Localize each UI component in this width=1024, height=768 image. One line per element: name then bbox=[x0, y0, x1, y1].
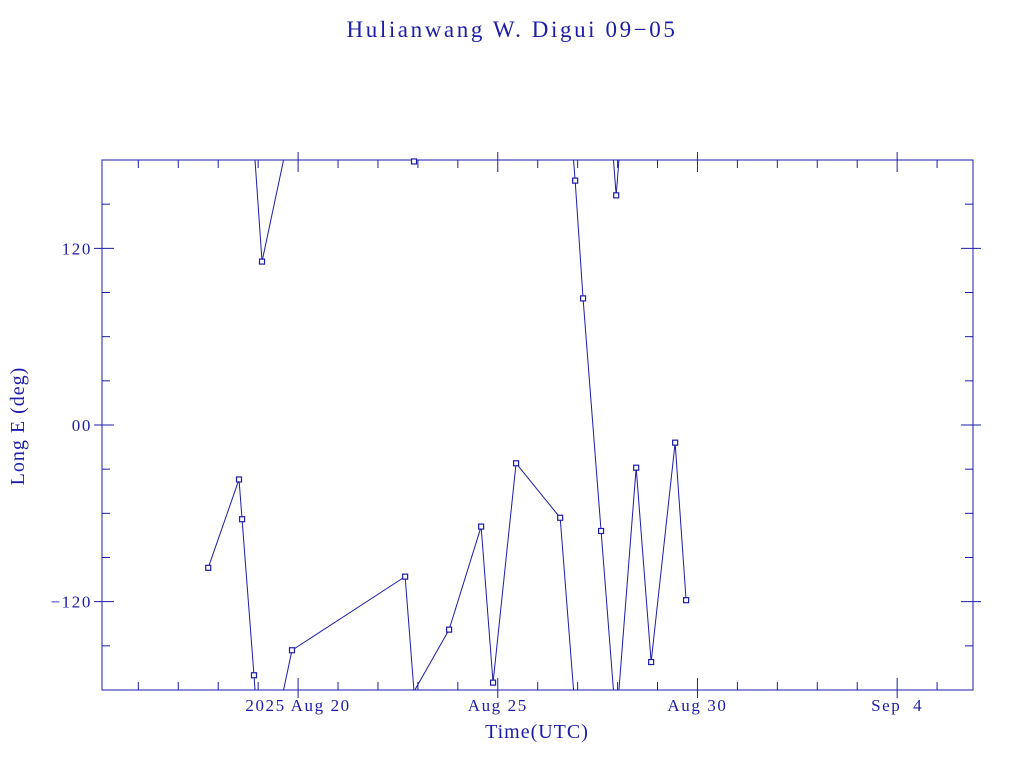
data-point bbox=[258, 258, 266, 265]
series-line-segment bbox=[283, 650, 293, 690]
plot-frame bbox=[101, 159, 974, 691]
data-point bbox=[288, 647, 296, 654]
data-point bbox=[235, 476, 243, 483]
data-point bbox=[478, 523, 485, 530]
series-line-segment bbox=[448, 526, 482, 630]
series-line-segment bbox=[480, 526, 494, 683]
data-point bbox=[613, 192, 620, 199]
series-line-segment bbox=[559, 517, 575, 690]
x-tick-label: Aug 25 bbox=[468, 696, 528, 715]
x-tick-label: Sep 4 bbox=[871, 696, 923, 715]
series-line-segment bbox=[635, 467, 652, 663]
data-point bbox=[250, 672, 258, 679]
x-tick-label: 2025 Aug 20 bbox=[245, 696, 350, 715]
series-line-segment bbox=[618, 467, 637, 690]
chart-title: Hulianwang W. Digui 09−05 bbox=[347, 17, 678, 42]
tick-labels: 2025 Aug 20 Aug 25 Aug 30 Sep 4 120 00 −120 bbox=[51, 239, 923, 715]
data-point bbox=[682, 597, 690, 604]
series-line-segment bbox=[674, 442, 687, 601]
series-line-segment bbox=[582, 298, 602, 532]
series-markers bbox=[205, 158, 690, 686]
data-point bbox=[238, 516, 246, 523]
y-axis-label: Long E (deg) bbox=[7, 367, 29, 486]
series-line-segment bbox=[207, 479, 240, 568]
series-line-segment bbox=[600, 530, 614, 690]
x-tick-label: Aug 30 bbox=[667, 696, 727, 715]
data-point bbox=[489, 679, 497, 686]
series-line-segment bbox=[492, 463, 517, 683]
series-line-segment bbox=[413, 160, 416, 162]
series-line-segment bbox=[612, 160, 617, 196]
series-line-segment bbox=[413, 160, 415, 162]
series-line bbox=[207, 160, 687, 690]
series-line-segment bbox=[404, 576, 415, 690]
series-line-segment bbox=[238, 479, 243, 520]
data-point bbox=[402, 573, 409, 580]
data-point bbox=[205, 564, 212, 571]
y-tick-label: −120 bbox=[51, 593, 93, 612]
axis-ticks bbox=[94, 152, 981, 698]
data-point bbox=[512, 460, 520, 467]
data-point bbox=[579, 295, 587, 302]
data-point bbox=[557, 514, 564, 521]
y-tick-label: 120 bbox=[62, 239, 92, 258]
data-point bbox=[648, 658, 655, 666]
data-point bbox=[410, 158, 418, 165]
data-point bbox=[597, 527, 605, 535]
series-line-segment bbox=[414, 629, 450, 690]
series-line-segment bbox=[574, 180, 584, 299]
series-line-segment bbox=[650, 442, 676, 663]
series-line-segment bbox=[515, 462, 561, 519]
data-point bbox=[633, 464, 640, 471]
data-point bbox=[445, 626, 453, 633]
series-line-segment bbox=[291, 576, 406, 651]
data-point bbox=[572, 177, 579, 184]
x-axis-label: Time(UTC) bbox=[485, 721, 589, 743]
data-point bbox=[672, 439, 679, 446]
series-line-segment bbox=[241, 519, 255, 676]
y-tick-label: 00 bbox=[72, 416, 92, 435]
series-line-segment bbox=[261, 160, 285, 262]
series-line-segment bbox=[254, 160, 263, 262]
